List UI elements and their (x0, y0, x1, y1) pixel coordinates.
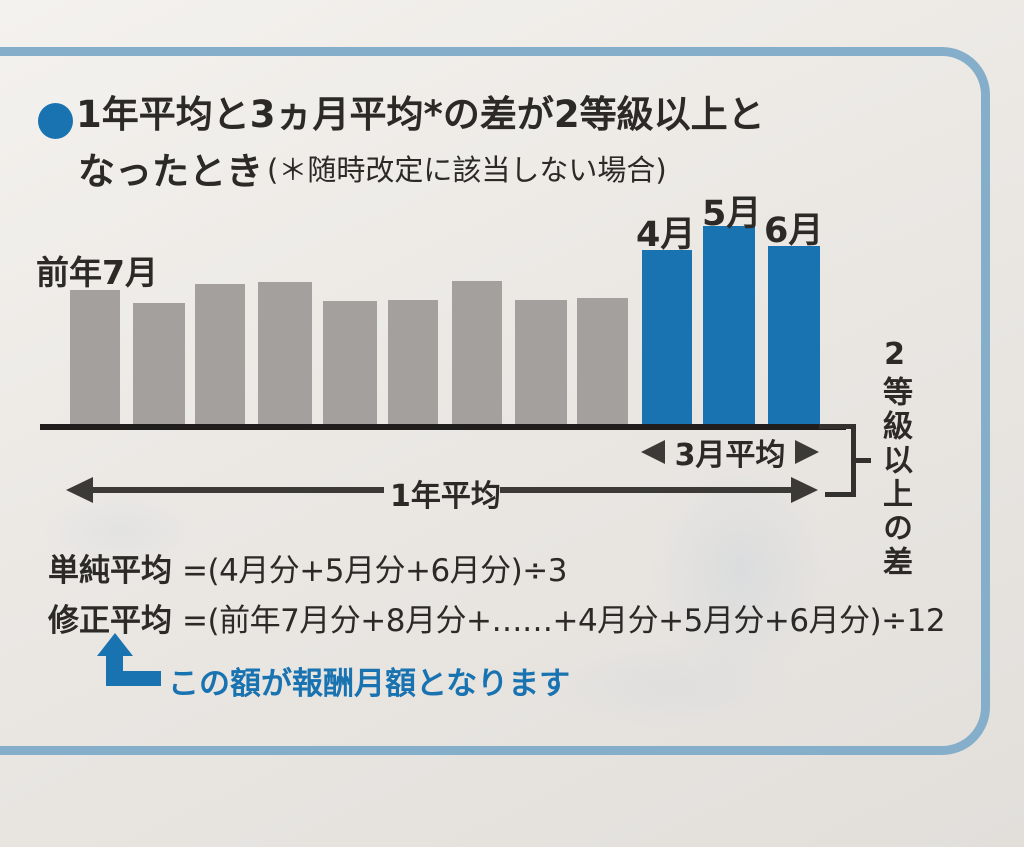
formula-simple-average: 単純平均 =(4月分+5月分+6月分)÷3 (48, 545, 567, 590)
label-april: 4月 (636, 215, 696, 255)
bar-前年7月 (70, 290, 120, 426)
rounded-frame (0, 47, 990, 755)
arrowhead-right-icon (791, 477, 818, 503)
bar-month-9 (577, 298, 628, 426)
up-arrow-elbow (106, 671, 161, 686)
bar-6月 (768, 246, 820, 426)
bar-month-7 (452, 281, 502, 426)
label-first-bar: 前年7月 (36, 253, 158, 292)
bracket-bottom (825, 492, 856, 497)
note-text: この額が報酬月額となります (168, 666, 571, 702)
title-line2: なったとき (＊随時改定に該当しない場合) (78, 141, 667, 195)
one-year-avg-label: 1年平均 (390, 479, 501, 514)
formula-simple-expr: =(4月分+5月分+6月分)÷3 (182, 553, 567, 589)
arrowhead-right-icon (795, 440, 819, 464)
bar-4月 (642, 250, 692, 426)
title-line2-main: なったとき (78, 150, 263, 193)
bar-month-5 (323, 301, 377, 426)
title-line1: 1年平均と3ヵ月平均*の差が2等級以上と (76, 93, 765, 136)
grade-diff-label: 2等級以上の差 (877, 337, 912, 580)
three-month-avg-annotation: 3月平均 (641, 437, 819, 473)
formula-simple-label: 単純平均 (48, 553, 172, 589)
bar-month-3 (195, 284, 245, 426)
bracket-top (819, 424, 856, 429)
up-arrow-icon (97, 633, 133, 656)
bullet-icon (38, 103, 73, 139)
bar-5月 (703, 226, 755, 426)
formula-modified-expr: =(前年7月分+8月分+……+4月分+5月分+6月分)÷12 (182, 603, 946, 639)
bar-month-8 (515, 300, 567, 426)
one-year-avg-line-right (500, 487, 792, 493)
three-month-avg-label: 3月平均 (674, 438, 786, 473)
bar-chart (70, 226, 820, 426)
bracket-vertical (851, 424, 856, 497)
arrowhead-left-icon (641, 440, 665, 464)
arrowhead-left-icon (66, 477, 93, 503)
chart-baseline (40, 424, 846, 430)
formula-modified-average: 修正平均 =(前年7月分+8月分+……+4月分+5月分+6月分)÷12 (48, 595, 946, 640)
one-year-avg-line-left (91, 487, 384, 493)
label-may: 5月 (702, 194, 762, 234)
bar-month-6 (388, 300, 438, 426)
title-line2-note: (＊随時改定に該当しない場合) (267, 153, 667, 187)
label-june: 6月 (764, 211, 824, 251)
bracket-tick (856, 458, 871, 463)
bar-month-4 (258, 282, 312, 426)
bar-month-2 (133, 303, 185, 426)
